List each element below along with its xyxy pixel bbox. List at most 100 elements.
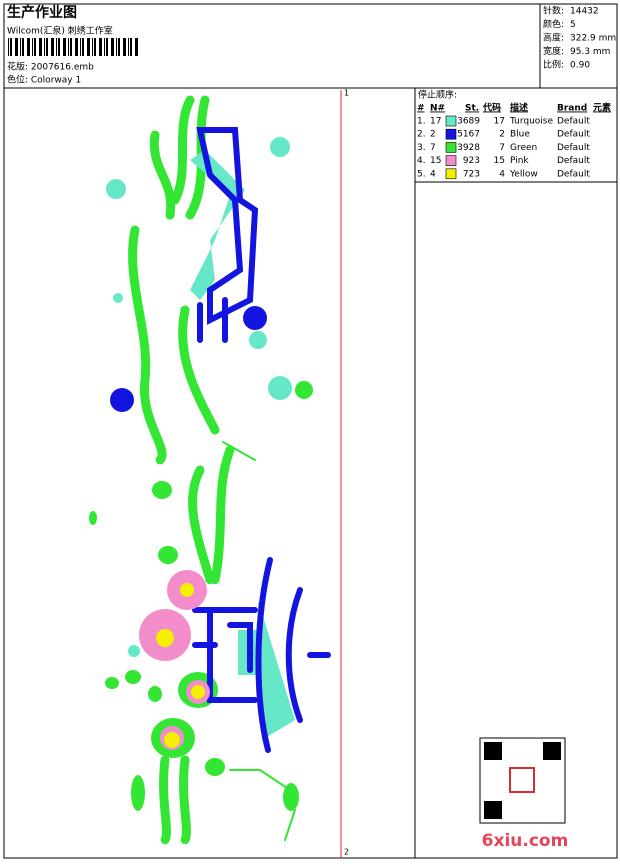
title: 生产作业图 bbox=[7, 4, 77, 21]
bar bbox=[80, 38, 81, 56]
bar bbox=[92, 38, 93, 56]
stitches: 3689 bbox=[457, 117, 480, 127]
column-header: 代码 bbox=[482, 102, 501, 114]
brand: Default bbox=[557, 169, 590, 179]
bar bbox=[75, 38, 78, 56]
bar bbox=[39, 38, 42, 56]
info-value: 322.9 mm bbox=[570, 34, 616, 44]
qr-code bbox=[479, 737, 566, 824]
column-header: 元素 bbox=[593, 102, 611, 114]
brand: Default bbox=[557, 117, 590, 127]
needle: 2 bbox=[430, 130, 436, 140]
code: 17 bbox=[494, 117, 505, 127]
code: 7 bbox=[499, 143, 505, 153]
bar bbox=[63, 38, 66, 56]
column-header: 描述 bbox=[510, 102, 528, 114]
bar bbox=[15, 38, 18, 56]
end-marker: 2 bbox=[344, 848, 349, 857]
info-block: 针数: 14432 颜色: 5 高度: 322.9 mm 宽度: 95.3 mm 比例: 0.90 bbox=[543, 5, 616, 71]
brand: Default bbox=[557, 143, 590, 153]
column-header: St. bbox=[465, 104, 479, 114]
bar bbox=[123, 38, 126, 56]
code: 2 bbox=[499, 130, 505, 140]
row-index: 2. bbox=[417, 130, 426, 140]
description: Green bbox=[510, 143, 537, 153]
bar bbox=[58, 38, 60, 56]
row-index: 1. bbox=[417, 117, 426, 127]
needle: 4 bbox=[430, 169, 436, 179]
color-swatch bbox=[445, 128, 457, 140]
start-marker: 1 bbox=[344, 89, 349, 98]
bar bbox=[111, 38, 114, 56]
color-swatch bbox=[445, 168, 457, 180]
embroidery-design bbox=[89, 95, 331, 845]
info-value: 0.90 bbox=[570, 61, 590, 71]
watermark: 6xiu.com bbox=[482, 831, 569, 851]
stitches: 723 bbox=[463, 169, 480, 179]
description: Blue bbox=[510, 130, 530, 140]
colorway: 色位: Colorway 1 bbox=[7, 74, 81, 86]
brand: Default bbox=[557, 130, 590, 140]
info-value: 95.3 mm bbox=[570, 47, 610, 57]
description: Yellow bbox=[509, 169, 538, 179]
info-value: 14432 bbox=[570, 7, 599, 17]
stop-sequence: 停止顺序: # N# St. 代码 描述 Brand 元素 1. 17 3689 17 Turquois… bbox=[417, 89, 611, 180]
bar bbox=[34, 38, 36, 56]
bar bbox=[87, 38, 90, 56]
code: 4 bbox=[499, 169, 505, 179]
color-swatch bbox=[445, 155, 457, 166]
column-header: # bbox=[417, 104, 425, 114]
description: Pink bbox=[510, 156, 529, 166]
info-label: 针数: bbox=[543, 5, 564, 17]
bar bbox=[46, 38, 48, 56]
info-value: 5 bbox=[570, 20, 576, 30]
needle: 15 bbox=[430, 156, 441, 166]
description: Turquoise bbox=[509, 117, 553, 127]
bar bbox=[8, 38, 9, 56]
row-index: 4. bbox=[417, 156, 426, 166]
needle: 17 bbox=[430, 117, 441, 127]
row-index: 5. bbox=[417, 169, 426, 179]
bar bbox=[51, 38, 54, 56]
bar bbox=[94, 38, 96, 56]
stitches: 923 bbox=[463, 156, 480, 166]
info-label: 颜色: bbox=[543, 18, 564, 30]
row-index: 3. bbox=[417, 143, 426, 153]
bar bbox=[82, 38, 84, 56]
code: 15 bbox=[494, 156, 505, 166]
bar bbox=[104, 38, 105, 56]
color-swatch bbox=[445, 142, 457, 153]
barcode bbox=[8, 38, 138, 56]
bar bbox=[68, 38, 69, 56]
bar bbox=[128, 38, 129, 56]
bar bbox=[44, 38, 45, 56]
bar bbox=[135, 38, 138, 56]
info-label: 高度: bbox=[543, 32, 564, 44]
color-swatch bbox=[445, 115, 457, 127]
column-header: Brand bbox=[557, 104, 587, 114]
bar bbox=[99, 38, 102, 56]
bar bbox=[32, 38, 33, 56]
stitches: 3928 bbox=[457, 143, 480, 153]
brand: Default bbox=[557, 156, 590, 166]
design-file: 花版: 2007616.emb bbox=[7, 61, 94, 73]
bar bbox=[70, 38, 72, 56]
info-label: 比例: bbox=[543, 59, 564, 71]
bar bbox=[56, 38, 57, 56]
stitches: 5167 bbox=[457, 130, 480, 140]
bar bbox=[106, 38, 108, 56]
studio: Wilcom(汇泉) 刺绣工作室 bbox=[7, 25, 113, 37]
bar bbox=[116, 38, 117, 56]
needle: 7 bbox=[430, 143, 436, 153]
column-header: N# bbox=[430, 104, 445, 114]
bar bbox=[22, 38, 24, 56]
bar bbox=[130, 38, 132, 56]
bar bbox=[118, 38, 120, 56]
bar bbox=[10, 38, 12, 56]
info-label: 宽度: bbox=[543, 45, 564, 57]
frame bbox=[3, 3, 618, 859]
bar bbox=[27, 38, 30, 56]
bar bbox=[20, 38, 21, 56]
sequence-title: 停止顺序: bbox=[418, 89, 457, 101]
